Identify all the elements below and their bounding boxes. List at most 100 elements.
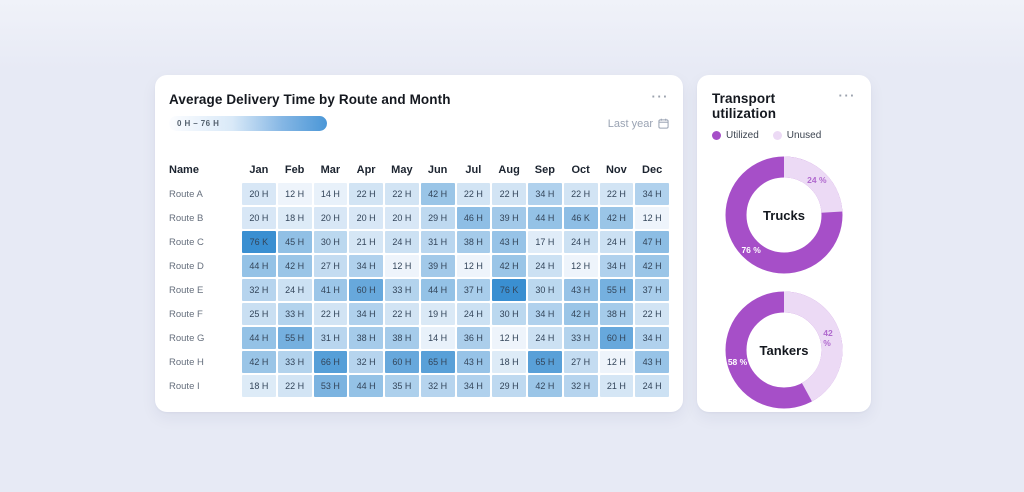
heatmap-cell: 32 H [242, 279, 276, 301]
row-label: Route E [169, 284, 204, 296]
heatmap-cell: 22 H [277, 375, 312, 397]
heatmap-cell: 33 H [385, 279, 419, 301]
heatmap-cell: 22 H [313, 303, 348, 325]
donut-chart: Tankers 42 % 58 % [723, 289, 845, 411]
heatmap-cell: 29 H [420, 207, 455, 229]
heatmap-cell: 12 H [385, 255, 419, 277]
heatmap-cell: 20 H [242, 183, 276, 205]
heatmap-cell: 14 H [420, 327, 455, 349]
heatmap-cell: 21 H [349, 231, 383, 253]
donut-unused-segment[interactable] [725, 291, 843, 409]
heatmap-cell: 24 H [277, 279, 312, 301]
heatmap-cell: 17 H [528, 231, 562, 253]
heatmap-cell: 19 H [420, 303, 455, 325]
heatmap-cell: 34 H [456, 375, 491, 397]
heatmap-cell: 31 H [420, 231, 455, 253]
heatmap-cell: 43 H [635, 351, 669, 373]
heatmap-cell: 65 H [528, 351, 562, 373]
legend-item-utilized[interactable]: Utilized [712, 130, 759, 141]
more-options-icon[interactable]: ··· [838, 88, 856, 103]
heatmap-cell: 55 H [277, 327, 312, 349]
heatmap-cell: 24 H [385, 231, 419, 253]
heatmap-cell: 30 H [313, 231, 348, 253]
heatmap-cell: 30 H [492, 303, 526, 325]
heatmap-cell: 44 H [242, 255, 276, 277]
column-header-month: Oct [571, 164, 590, 176]
column-header-month: Jan [249, 164, 269, 176]
heatmap-cell: 43 H [492, 231, 526, 253]
column-header-month: Mar [320, 164, 341, 176]
heatmap-cell: 22 H [635, 303, 669, 325]
heatmap-cell: 20 H [349, 207, 383, 229]
heatmap-cell: 42 H [492, 255, 526, 277]
column-header-month: Sep [534, 164, 555, 176]
heatmap-cell: 44 H [528, 207, 562, 229]
heatmap-cell: 42 H [635, 255, 669, 277]
row-label: Route G [169, 332, 205, 344]
row-label: Route A [169, 188, 203, 200]
column-header-month: Feb [284, 164, 305, 176]
heatmap-cell: 60 H [349, 279, 383, 301]
legend-item-unused[interactable]: Unused [772, 130, 821, 141]
heatmap-cell: 12 H [635, 207, 669, 229]
heatmap-cell: 43 H [456, 351, 491, 373]
heat-scale-legend: 0 H – 76 H [169, 116, 327, 131]
heatmap-cell: 44 H [349, 375, 383, 397]
row-label: Route I [169, 380, 200, 392]
heatmap-cell: 42 H [528, 375, 562, 397]
heatmap-cell: 39 H [420, 255, 455, 277]
heatmap-cell: 24 H [599, 231, 634, 253]
column-header-month: Aug [498, 164, 520, 176]
heatmap-cell: 34 H [349, 303, 383, 325]
heatmap-cell: 37 H [635, 279, 669, 301]
more-options-icon[interactable]: ··· [651, 89, 669, 104]
heatmap-cell: 37 H [456, 279, 491, 301]
row-label: Route D [169, 260, 204, 272]
heatmap-cell: 42 H [420, 183, 455, 205]
row-label: Route F [169, 308, 203, 320]
heatmap-table: Name Jan Feb Mar Apr May Jun Jul Aug Sep Oct Nov Dec… [169, 161, 669, 397]
unused-dot-icon [772, 131, 782, 140]
heatmap-cell: 42 H [242, 351, 276, 373]
heatmap-cell: 38 H [599, 303, 634, 325]
heatmap-cell: 32 H [349, 351, 383, 373]
heatmap-cell: 12 H [563, 255, 598, 277]
column-header-month: May [391, 164, 413, 176]
heatmap-cell: 22 H [599, 183, 634, 205]
transport-card-title: Transport utilization [712, 91, 777, 121]
column-header-month: Jun [427, 164, 448, 176]
heatmap-cell: 46 K [563, 207, 598, 229]
heatmap-cell: 32 H [420, 375, 455, 397]
heatmap-cell: 34 H [599, 255, 634, 277]
heatmap-cell: 42 H [599, 207, 634, 229]
donut-unused-segment[interactable] [725, 156, 843, 274]
heatmap-cell: 24 H [563, 231, 598, 253]
heatmap-cell: 24 H [456, 303, 491, 325]
heatmap-cell: 34 H [635, 327, 669, 349]
heatmap-cell: 18 H [492, 351, 526, 373]
heatmap-cell: 34 H [349, 255, 383, 277]
heatmap-cell: 60 H [385, 351, 419, 373]
heatmap-cell: 44 H [242, 327, 276, 349]
row-label: Route C [169, 236, 204, 248]
heat-scale-range-label: 0 H – 76 H [177, 119, 220, 128]
heatmap-cell: 38 H [385, 327, 419, 349]
heatmap-cell: 60 H [599, 327, 634, 349]
column-header-month: Dec [642, 164, 663, 176]
donut-svg [725, 291, 843, 409]
heatmap-cell: 36 H [456, 327, 491, 349]
heatmap-cell: 43 H [563, 279, 598, 301]
period-selector[interactable]: Last year [608, 118, 669, 130]
heatmap-cell: 44 H [420, 279, 455, 301]
heatmap-cell: 53 H [313, 375, 348, 397]
heatmap-cell: 42 H [563, 303, 598, 325]
heatmap-cell: 34 H [635, 183, 669, 205]
column-header-month: Jul [465, 164, 482, 176]
heatmap-cell: 30 H [528, 279, 562, 301]
heatmap-cell: 27 H [563, 351, 598, 373]
heatmap-cell: 12 H [492, 327, 526, 349]
column-header-month: Nov [605, 164, 627, 176]
heatmap-cell: 24 H [528, 255, 562, 277]
heatmap-cell: 12 H [456, 255, 491, 277]
